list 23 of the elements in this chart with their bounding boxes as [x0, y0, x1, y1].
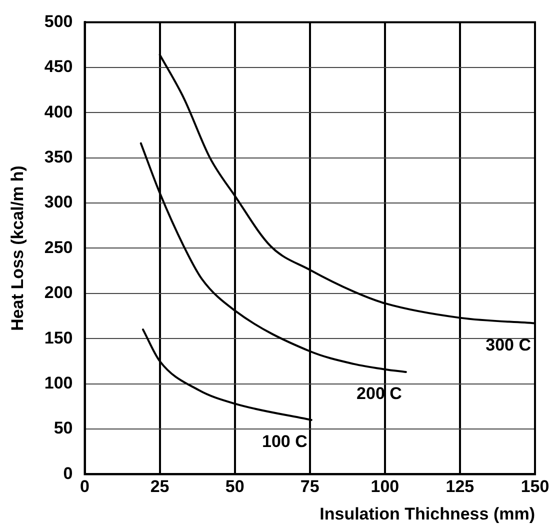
y-tick-label: 350 — [44, 147, 73, 166]
series-label: 200 C — [356, 384, 402, 404]
x-tick-label: 0 — [80, 477, 90, 496]
y-tick-label: 250 — [44, 238, 73, 257]
y-tick-label: 150 — [44, 328, 73, 348]
y-tick-label: 450 — [44, 57, 73, 76]
series-label: 300 C — [486, 335, 531, 354]
x-tick-label: 50 — [225, 477, 244, 496]
x-tick-label: 25 — [150, 477, 170, 496]
x-tick-label: 100 — [370, 477, 400, 496]
x-tick-label: 125 — [446, 477, 474, 496]
x-tick-label: 75 — [300, 477, 320, 496]
series-label: 100 C — [262, 432, 308, 452]
y-tick-label: 400 — [44, 102, 73, 122]
y-axis-title: Heat Loss (kcal/m h) — [8, 166, 27, 331]
y-tick-label: 100 — [44, 373, 73, 392]
x-tick-label: 150 — [520, 477, 550, 496]
y-tick-label: 500 — [44, 12, 73, 31]
y-tick-label: 0 — [63, 464, 73, 483]
y-tick-label: 50 — [54, 418, 73, 438]
x-axis-title: Insulation Thichness (mm) — [320, 504, 535, 524]
y-tick-label: 300 — [44, 192, 73, 212]
y-tick-label: 200 — [44, 283, 73, 302]
